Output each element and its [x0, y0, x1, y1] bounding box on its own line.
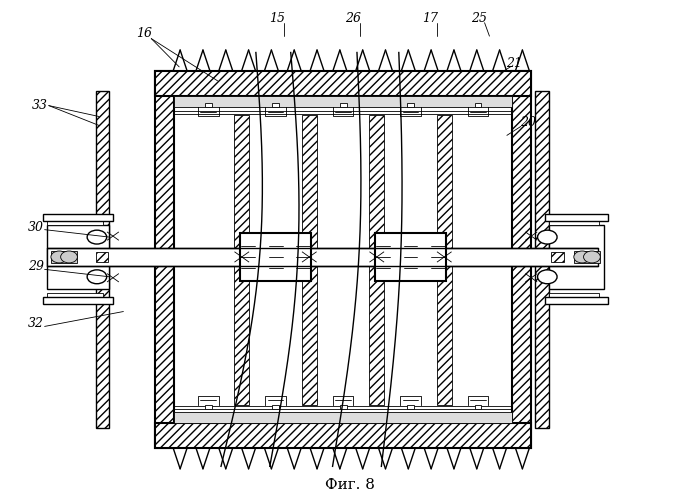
Bar: [475, 405, 482, 409]
Bar: [95, 252, 108, 262]
Text: 30: 30: [28, 221, 44, 234]
Bar: [545, 214, 608, 221]
Bar: [369, 115, 384, 405]
Circle shape: [538, 270, 557, 284]
Circle shape: [51, 251, 68, 263]
Bar: [549, 293, 599, 298]
Bar: [545, 297, 608, 304]
Bar: [47, 225, 109, 289]
Bar: [174, 96, 512, 107]
Text: 16: 16: [136, 27, 153, 40]
Bar: [375, 234, 446, 280]
Bar: [155, 71, 174, 448]
Bar: [204, 103, 211, 107]
Bar: [47, 220, 103, 225]
Bar: [204, 405, 211, 409]
Bar: [43, 214, 113, 221]
Text: 33: 33: [32, 99, 48, 112]
Text: 29: 29: [28, 260, 44, 273]
Bar: [302, 115, 317, 405]
Circle shape: [61, 251, 78, 263]
Bar: [549, 220, 599, 225]
Bar: [535, 91, 549, 428]
Bar: [155, 71, 531, 96]
Bar: [47, 293, 103, 298]
Bar: [240, 234, 311, 280]
Bar: [475, 103, 482, 107]
Circle shape: [574, 251, 591, 263]
Bar: [574, 251, 601, 263]
Bar: [512, 71, 531, 448]
Text: 15: 15: [269, 12, 285, 25]
Text: 17: 17: [422, 12, 438, 25]
Bar: [549, 225, 605, 289]
Bar: [437, 115, 452, 405]
Bar: [272, 405, 279, 409]
Bar: [47, 248, 598, 266]
Circle shape: [538, 230, 557, 244]
Text: 20: 20: [520, 116, 536, 129]
Circle shape: [87, 230, 106, 244]
Bar: [340, 405, 346, 409]
Bar: [552, 252, 564, 262]
Bar: [407, 405, 414, 409]
Circle shape: [87, 270, 106, 284]
Circle shape: [584, 251, 601, 263]
Bar: [43, 297, 113, 304]
Bar: [234, 115, 249, 405]
Text: Фиг. 8: Фиг. 8: [325, 478, 375, 492]
Bar: [95, 91, 109, 428]
Text: 25: 25: [471, 12, 487, 25]
Bar: [51, 251, 78, 263]
Bar: [155, 423, 531, 448]
Bar: [340, 103, 346, 107]
Text: 32: 32: [28, 317, 44, 330]
Bar: [272, 103, 279, 107]
Bar: [174, 412, 512, 423]
Bar: [407, 103, 414, 107]
Text: 21: 21: [506, 57, 522, 70]
Text: 26: 26: [346, 12, 361, 25]
